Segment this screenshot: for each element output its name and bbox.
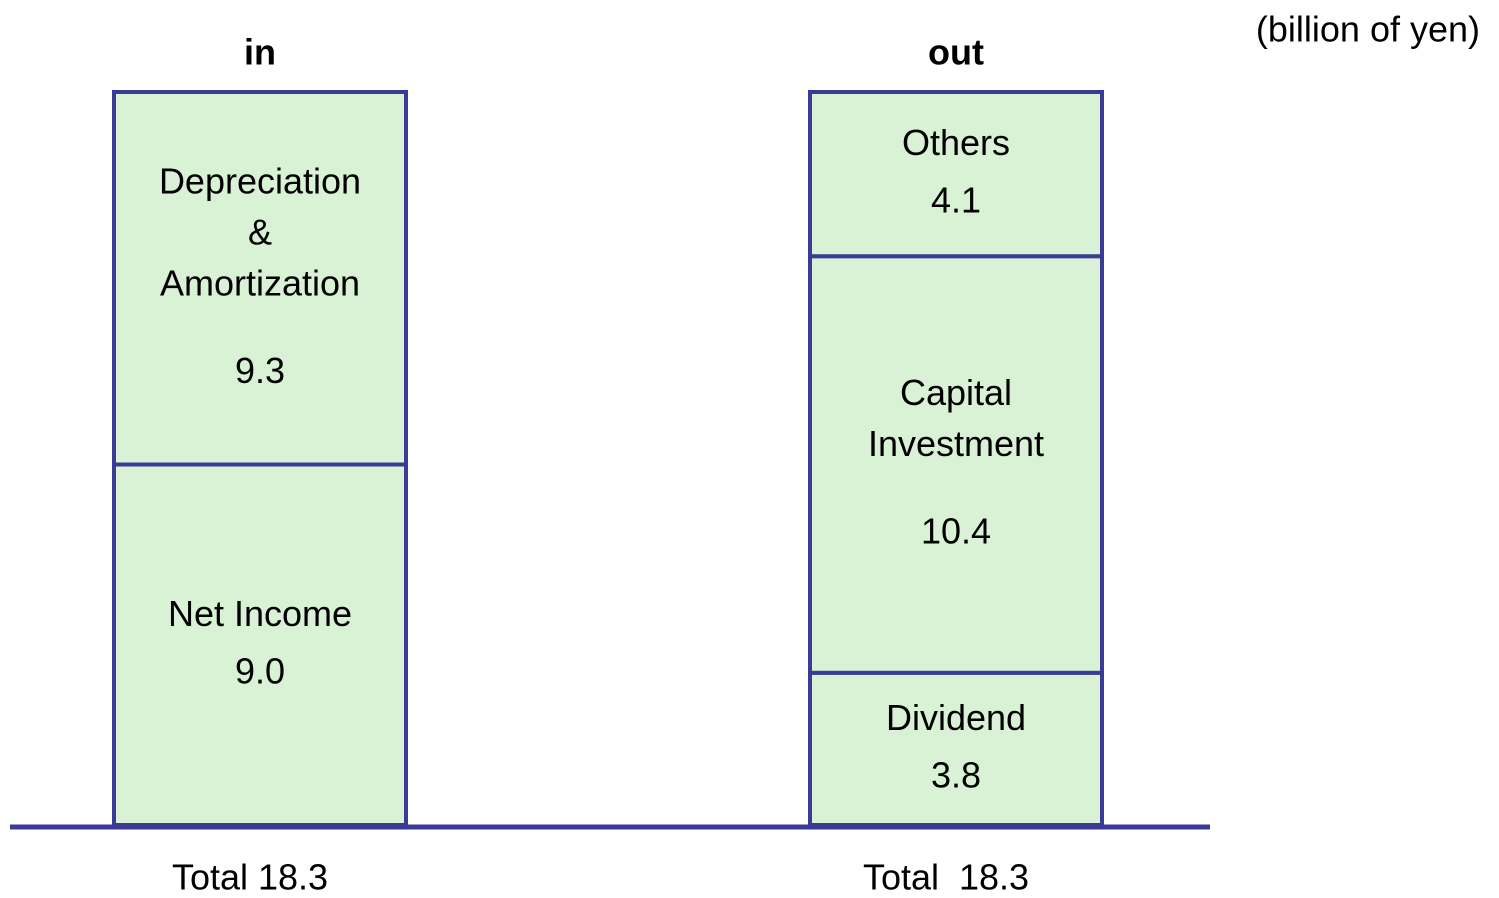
segment-label: Dividend xyxy=(886,696,1026,737)
segment-label: Net Income xyxy=(168,592,352,633)
total-label: Total 18.3 xyxy=(172,857,328,898)
bar-segment xyxy=(808,254,1104,675)
column-title: out xyxy=(928,32,984,73)
value-label: 9.3 xyxy=(235,350,285,391)
value-label: 10.4 xyxy=(921,511,991,552)
unit-label: (billion of yen) xyxy=(1256,9,1480,50)
value-label: 9.0 xyxy=(235,650,285,691)
total-label: Total 18.3 xyxy=(863,857,1029,898)
bar-segment xyxy=(112,90,408,467)
segment-label: Others xyxy=(902,122,1010,163)
bar-segment xyxy=(112,462,408,827)
value-label: 4.1 xyxy=(931,180,981,221)
segment-label: Capital Investment xyxy=(868,372,1044,464)
column-title: in xyxy=(244,32,276,73)
segment-label: Depreciation & Amortization xyxy=(159,160,361,303)
value-label: 3.8 xyxy=(931,754,981,795)
bar-segment xyxy=(808,90,1104,259)
